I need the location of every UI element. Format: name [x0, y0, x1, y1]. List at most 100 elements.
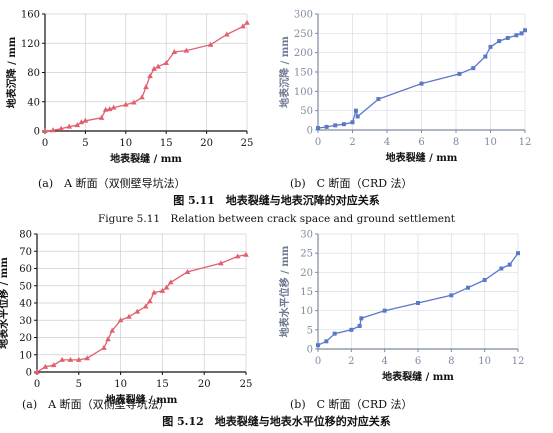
y-tick-label: 100	[294, 87, 313, 98]
chart-b1: 0 2 4 6 8 10 12 0 50 100 150 200 250 300 地表裂缝 / mm 地表沉降…	[278, 10, 531, 165]
caption-fig512-cn: 图 5.12 地表裂缝与地表水平位移的对应关系	[162, 415, 391, 428]
data-point	[66, 123, 73, 129]
data-point	[357, 324, 362, 328]
x-tick-label: 8	[448, 356, 454, 367]
caption-fig511-cn: 图 5.11 地表裂缝与地表沉降的对应关系	[173, 194, 380, 207]
data-point	[34, 369, 40, 374]
y-tick-label: 70	[19, 247, 32, 258]
data-point	[499, 266, 504, 271]
data-point	[316, 126, 320, 131]
x-tick-label: 4	[384, 137, 390, 148]
x-axis-title: 地表裂缝 / mm	[106, 393, 178, 406]
data-point	[163, 284, 170, 290]
data-point	[117, 317, 124, 323]
y-tick-label: 80	[27, 68, 40, 79]
x-tick-label: 6	[415, 356, 421, 367]
data-point	[355, 114, 360, 119]
data-point	[482, 278, 487, 282]
x-tick-label: 15	[156, 379, 169, 390]
x-tick-label: 0	[34, 379, 40, 390]
x-tick-label: 2	[348, 356, 354, 367]
data-point	[419, 81, 424, 86]
data-point	[155, 63, 161, 69]
data-point	[507, 262, 512, 267]
data-point	[67, 356, 74, 362]
y-tick-label: 80	[19, 230, 32, 241]
chart-b2: 0 2 4 6 8 10 12 0 5 10 15 20 25 30 地表裂缝 / mm 地表水平位移 / m…	[278, 230, 524, 384]
y-tick-label: 200	[294, 48, 313, 59]
data-point	[50, 127, 56, 133]
data-point	[483, 54, 488, 59]
x-tick-label: 0	[315, 137, 321, 148]
y-tick-label: 0	[26, 368, 32, 379]
subfig-b2-label: (b) C 断面（CRD 法）	[290, 398, 413, 411]
data-point	[324, 124, 329, 129]
data-point	[105, 336, 111, 342]
data-point	[350, 120, 355, 125]
data-point	[457, 71, 462, 76]
x-tick-label: 5	[76, 379, 82, 390]
data-point	[218, 260, 224, 266]
x-tick-label: 0	[42, 138, 48, 149]
data-point	[497, 39, 502, 44]
y-tick-label: 160	[21, 10, 40, 21]
data-point	[519, 31, 524, 36]
x-tick-label: 10	[478, 356, 491, 367]
y-tick-label: 25	[300, 249, 313, 260]
x-tick-label: 25	[240, 379, 253, 390]
data-point	[516, 251, 520, 256]
data-point	[147, 73, 153, 79]
data-point	[316, 343, 320, 348]
y-tick-label: 30	[300, 230, 313, 241]
y-axis-title: 地表沉降 / mm	[5, 36, 18, 108]
data-point	[349, 327, 354, 332]
series-line	[317, 252, 519, 346]
y-tick-label: 250	[294, 29, 313, 40]
data-point	[505, 35, 510, 40]
data-point	[82, 117, 89, 123]
y-axis-title: 地表水平位移 / mm	[0, 257, 10, 349]
data-point	[84, 355, 90, 361]
x-tick-label: 20	[200, 138, 213, 149]
data-point	[110, 104, 117, 110]
data-point	[171, 49, 178, 55]
x-tick-label: 10	[484, 137, 497, 148]
data-point	[324, 339, 329, 344]
data-point	[514, 33, 519, 38]
data-point	[353, 108, 358, 113]
data-point	[58, 125, 64, 131]
data-point	[183, 47, 190, 53]
subfig-b1-label: (b) C 断面（CRD 法）	[290, 177, 413, 190]
y-tick-label: 50	[19, 281, 32, 292]
data-point	[109, 327, 116, 333]
y-tick-label: 15	[300, 287, 313, 298]
data-point	[42, 363, 49, 369]
y-axis-title: 地表水平位移 / mm	[278, 245, 291, 337]
data-point	[59, 356, 65, 362]
data-point	[488, 44, 493, 49]
y-tick-label: 120	[21, 39, 40, 50]
data-point	[147, 298, 153, 304]
y-tick-label: 30	[19, 316, 32, 327]
x-tick-label: 20	[198, 379, 211, 390]
x-tick-label: 12	[512, 356, 525, 367]
data-point	[101, 344, 107, 350]
data-point	[471, 66, 476, 71]
data-point	[159, 287, 166, 293]
data-point	[359, 316, 364, 321]
data-point	[333, 123, 338, 128]
x-tick-label: 8	[453, 137, 459, 148]
y-tick-label: 50	[300, 106, 313, 117]
data-point	[523, 28, 527, 33]
y-tick-label: 10	[300, 306, 313, 317]
x-tick-label: 0	[315, 356, 321, 367]
x-axis-title: 地表裂缝 / mm	[386, 151, 458, 164]
data-point	[341, 122, 346, 127]
data-point	[50, 362, 57, 368]
y-tick-label: 40	[19, 299, 32, 310]
x-axis-title: 地表裂缝 / mm	[382, 370, 454, 383]
y-tick-label: 60	[19, 264, 32, 275]
caption-fig511-en: Figure 5.11 Relation between crack space…	[97, 213, 456, 225]
